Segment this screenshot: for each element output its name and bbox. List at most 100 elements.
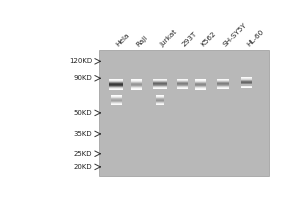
- Text: Raji: Raji: [135, 34, 149, 48]
- Bar: [195, 87, 206, 88]
- Bar: [111, 104, 122, 105]
- Bar: [218, 81, 229, 82]
- Bar: [241, 83, 252, 84]
- Bar: [156, 99, 164, 100]
- Bar: [177, 84, 188, 85]
- Bar: [195, 89, 206, 90]
- Bar: [109, 89, 123, 90]
- Bar: [153, 86, 167, 87]
- Bar: [177, 87, 188, 88]
- Bar: [177, 80, 188, 81]
- Bar: [156, 98, 164, 99]
- Bar: [195, 82, 206, 83]
- Bar: [131, 88, 142, 89]
- Bar: [195, 80, 206, 81]
- Bar: [218, 84, 229, 85]
- Bar: [241, 86, 252, 87]
- Bar: [153, 84, 167, 85]
- Bar: [156, 95, 164, 96]
- Bar: [153, 81, 167, 82]
- Bar: [153, 88, 167, 89]
- Bar: [156, 97, 164, 98]
- Bar: [153, 83, 167, 84]
- Bar: [156, 96, 164, 97]
- Bar: [241, 81, 252, 82]
- Bar: [153, 87, 167, 88]
- Bar: [109, 84, 123, 85]
- Bar: [195, 86, 206, 87]
- Bar: [153, 82, 167, 83]
- Bar: [153, 80, 167, 81]
- Bar: [153, 85, 167, 86]
- Bar: [177, 88, 188, 89]
- Text: 35KD: 35KD: [74, 131, 92, 137]
- Bar: [195, 84, 206, 85]
- Bar: [241, 78, 252, 79]
- Bar: [131, 83, 142, 84]
- Bar: [131, 80, 142, 81]
- Bar: [177, 83, 188, 84]
- Bar: [218, 87, 229, 88]
- Text: K562: K562: [200, 30, 217, 48]
- Bar: [177, 82, 188, 83]
- Bar: [111, 100, 122, 101]
- Bar: [131, 84, 142, 85]
- Bar: [218, 83, 229, 84]
- Bar: [195, 81, 206, 82]
- Text: 25KD: 25KD: [74, 151, 92, 157]
- Bar: [99, 50, 269, 176]
- Bar: [111, 98, 122, 99]
- Bar: [109, 80, 123, 81]
- Bar: [111, 96, 122, 97]
- Bar: [111, 95, 122, 96]
- Bar: [131, 81, 142, 82]
- Bar: [218, 86, 229, 87]
- Bar: [195, 85, 206, 86]
- Bar: [156, 100, 164, 101]
- Bar: [177, 85, 188, 86]
- Bar: [218, 85, 229, 86]
- Bar: [195, 88, 206, 89]
- Bar: [111, 101, 122, 102]
- Bar: [241, 77, 252, 78]
- Bar: [109, 87, 123, 88]
- Bar: [109, 85, 123, 86]
- Text: Jurkat: Jurkat: [159, 29, 178, 48]
- Bar: [111, 102, 122, 103]
- Bar: [109, 86, 123, 87]
- Bar: [177, 79, 188, 80]
- Bar: [153, 79, 167, 80]
- Bar: [111, 97, 122, 98]
- Bar: [131, 85, 142, 86]
- Text: 20KD: 20KD: [74, 164, 92, 170]
- Bar: [109, 88, 123, 89]
- Bar: [109, 82, 123, 83]
- Bar: [177, 86, 188, 87]
- Bar: [241, 84, 252, 85]
- Text: 90KD: 90KD: [74, 75, 92, 81]
- Bar: [218, 80, 229, 81]
- Bar: [177, 81, 188, 82]
- Bar: [131, 87, 142, 88]
- Text: Hela: Hela: [115, 32, 131, 48]
- Bar: [111, 103, 122, 104]
- Bar: [109, 79, 123, 80]
- Bar: [156, 101, 164, 102]
- Bar: [109, 81, 123, 82]
- Text: 293T: 293T: [181, 31, 198, 48]
- Bar: [241, 87, 252, 88]
- Bar: [241, 80, 252, 81]
- Bar: [109, 83, 123, 84]
- Bar: [218, 88, 229, 89]
- Text: SH-SY5Y: SH-SY5Y: [222, 22, 248, 48]
- Bar: [131, 82, 142, 83]
- Bar: [195, 79, 206, 80]
- Bar: [131, 79, 142, 80]
- Bar: [131, 86, 142, 87]
- Bar: [156, 103, 164, 104]
- Text: HL-60: HL-60: [246, 29, 265, 48]
- Bar: [156, 104, 164, 105]
- Bar: [111, 99, 122, 100]
- Bar: [156, 102, 164, 103]
- Bar: [195, 83, 206, 84]
